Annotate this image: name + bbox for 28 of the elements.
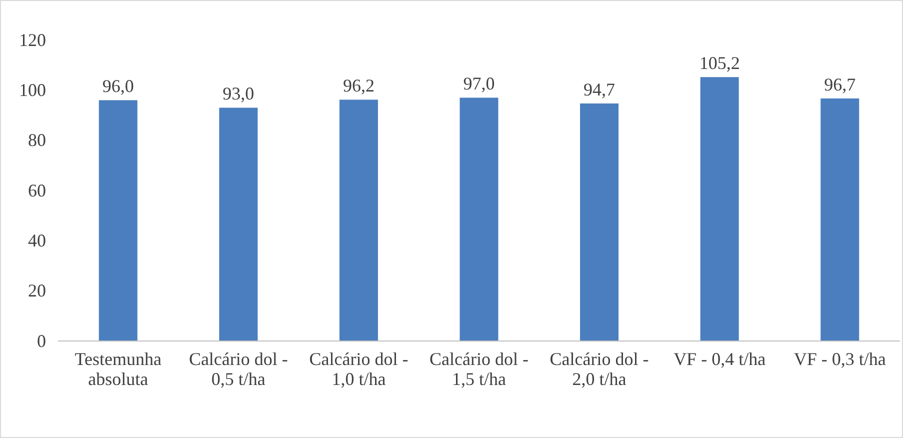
y-tick-label: 120	[19, 30, 46, 50]
bar	[219, 108, 258, 341]
x-tick-label: VF - 0,4 t/ha	[674, 349, 766, 369]
bar	[580, 103, 619, 341]
x-tick-label: Testemunha absoluta	[74, 349, 162, 389]
data-label: 96,2	[342, 76, 374, 96]
data-label: 96,7	[824, 74, 856, 94]
data-label: 97,0	[463, 74, 495, 94]
x-tick-label: Calcário dol - 0,5 t/ha	[188, 349, 288, 389]
x-tick-label: Calcário dol - 1,0 t/ha	[309, 349, 408, 389]
bar	[700, 77, 739, 341]
data-label: 94,7	[584, 79, 616, 100]
y-tick-label: 80	[28, 130, 46, 150]
y-tick-label: 40	[28, 230, 46, 250]
bar	[460, 98, 498, 341]
x-tick-label: Calcário dol - 2,0 t/ha	[550, 349, 649, 389]
bar	[339, 100, 378, 341]
data-label: 105,2	[699, 53, 740, 74]
data-label: 96,0	[102, 76, 134, 96]
x-tick-label: VF - 0,3 t/ha	[794, 349, 886, 369]
y-tick-label: 0	[37, 330, 46, 351]
y-tick-label: 60	[28, 180, 46, 200]
y-tick-label: 20	[28, 280, 46, 301]
bar	[98, 100, 138, 341]
data-label: 93,0	[222, 84, 254, 104]
x-tick-label: Calcário dol - 1,5 t/ha	[430, 349, 528, 389]
bar	[820, 98, 860, 341]
y-tick-label: 100	[19, 80, 46, 100]
